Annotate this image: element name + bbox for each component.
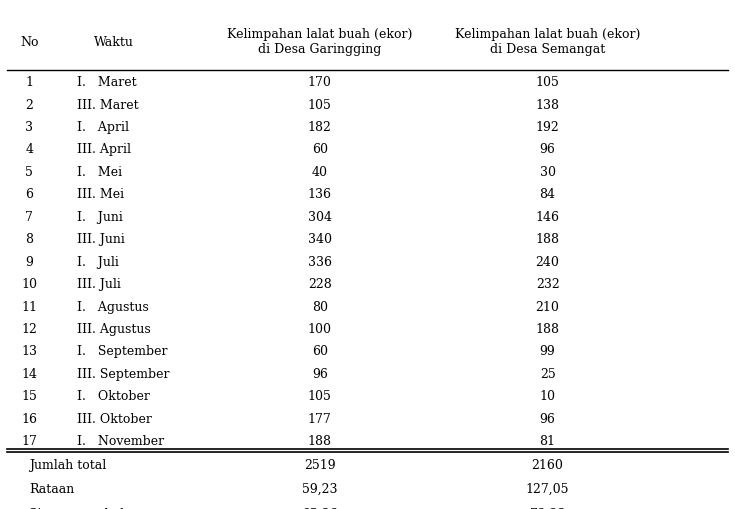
Text: 6: 6 — [26, 188, 33, 201]
Text: 177: 177 — [308, 412, 331, 425]
Text: Simpangan baku: Simpangan baku — [29, 506, 136, 509]
Text: 10: 10 — [539, 389, 556, 403]
Text: 240: 240 — [536, 255, 559, 268]
Text: I.   November: I. November — [77, 434, 165, 447]
Text: 2160: 2160 — [531, 458, 564, 471]
Text: 96: 96 — [312, 367, 328, 380]
Text: I.   September: I. September — [77, 345, 168, 358]
Text: Waktu: Waktu — [94, 36, 134, 48]
Text: 12: 12 — [21, 322, 37, 335]
Text: Jumlah total: Jumlah total — [29, 458, 107, 471]
Text: 8: 8 — [26, 233, 33, 246]
Text: 228: 228 — [308, 277, 331, 291]
Text: 11: 11 — [21, 300, 37, 313]
Text: 336: 336 — [308, 255, 331, 268]
Text: 170: 170 — [308, 76, 331, 89]
Text: 10: 10 — [21, 277, 37, 291]
Text: I.   Mei: I. Mei — [77, 165, 122, 179]
Text: 15: 15 — [21, 389, 37, 403]
Text: 188: 188 — [536, 322, 559, 335]
Text: 84: 84 — [539, 188, 556, 201]
Text: 1: 1 — [26, 76, 33, 89]
Text: 304: 304 — [308, 210, 331, 223]
Text: 2: 2 — [26, 98, 33, 111]
Text: Kelimpahan lalat buah (ekor)
di Desa Garingging: Kelimpahan lalat buah (ekor) di Desa Gar… — [227, 28, 412, 56]
Text: 7: 7 — [26, 210, 33, 223]
Text: Rataan: Rataan — [29, 482, 75, 495]
Text: 95,36: 95,36 — [302, 506, 337, 509]
Text: 30: 30 — [539, 165, 556, 179]
Text: 25: 25 — [539, 367, 556, 380]
Text: I.   Juli: I. Juli — [77, 255, 119, 268]
Text: I.   Agustus: I. Agustus — [77, 300, 149, 313]
Text: 136: 136 — [308, 188, 331, 201]
Text: 3: 3 — [26, 121, 33, 134]
Text: 13: 13 — [21, 345, 37, 358]
Text: 100: 100 — [308, 322, 331, 335]
Text: 17: 17 — [21, 434, 37, 447]
Text: I.   Juni: I. Juni — [77, 210, 123, 223]
Text: 105: 105 — [536, 76, 559, 89]
Text: 105: 105 — [308, 98, 331, 111]
Text: III. Juni: III. Juni — [77, 233, 125, 246]
Text: 138: 138 — [536, 98, 559, 111]
Text: III. Maret: III. Maret — [77, 98, 139, 111]
Text: 81: 81 — [539, 434, 556, 447]
Text: 4: 4 — [26, 143, 33, 156]
Text: 188: 188 — [308, 434, 331, 447]
Text: I.   April: I. April — [77, 121, 129, 134]
Text: 99: 99 — [539, 345, 556, 358]
Text: III. April: III. April — [77, 143, 131, 156]
Text: 59,23: 59,23 — [302, 482, 337, 495]
Text: 16: 16 — [21, 412, 37, 425]
Text: III. September: III. September — [77, 367, 170, 380]
Text: 127,05: 127,05 — [526, 482, 570, 495]
Text: 96: 96 — [539, 143, 556, 156]
Text: 72,23: 72,23 — [530, 506, 565, 509]
Text: 5: 5 — [26, 165, 33, 179]
Text: I.   Maret: I. Maret — [77, 76, 137, 89]
Text: 192: 192 — [536, 121, 559, 134]
Text: 105: 105 — [308, 389, 331, 403]
Text: 96: 96 — [539, 412, 556, 425]
Text: III. Oktober: III. Oktober — [77, 412, 152, 425]
Text: III. Agustus: III. Agustus — [77, 322, 151, 335]
Text: 9: 9 — [26, 255, 33, 268]
Text: Kelimpahan lalat buah (ekor)
di Desa Semangat: Kelimpahan lalat buah (ekor) di Desa Sem… — [455, 28, 640, 56]
Text: III. Juli: III. Juli — [77, 277, 121, 291]
Text: 182: 182 — [308, 121, 331, 134]
Text: 80: 80 — [312, 300, 328, 313]
Text: 60: 60 — [312, 143, 328, 156]
Text: No: No — [20, 36, 39, 48]
Text: 60: 60 — [312, 345, 328, 358]
Text: 146: 146 — [536, 210, 559, 223]
Text: 340: 340 — [308, 233, 331, 246]
Text: 188: 188 — [536, 233, 559, 246]
Text: 14: 14 — [21, 367, 37, 380]
Text: III. Mei: III. Mei — [77, 188, 124, 201]
Text: 2519: 2519 — [304, 458, 336, 471]
Text: 210: 210 — [536, 300, 559, 313]
Text: 232: 232 — [536, 277, 559, 291]
Text: 40: 40 — [312, 165, 328, 179]
Text: I.   Oktober: I. Oktober — [77, 389, 150, 403]
